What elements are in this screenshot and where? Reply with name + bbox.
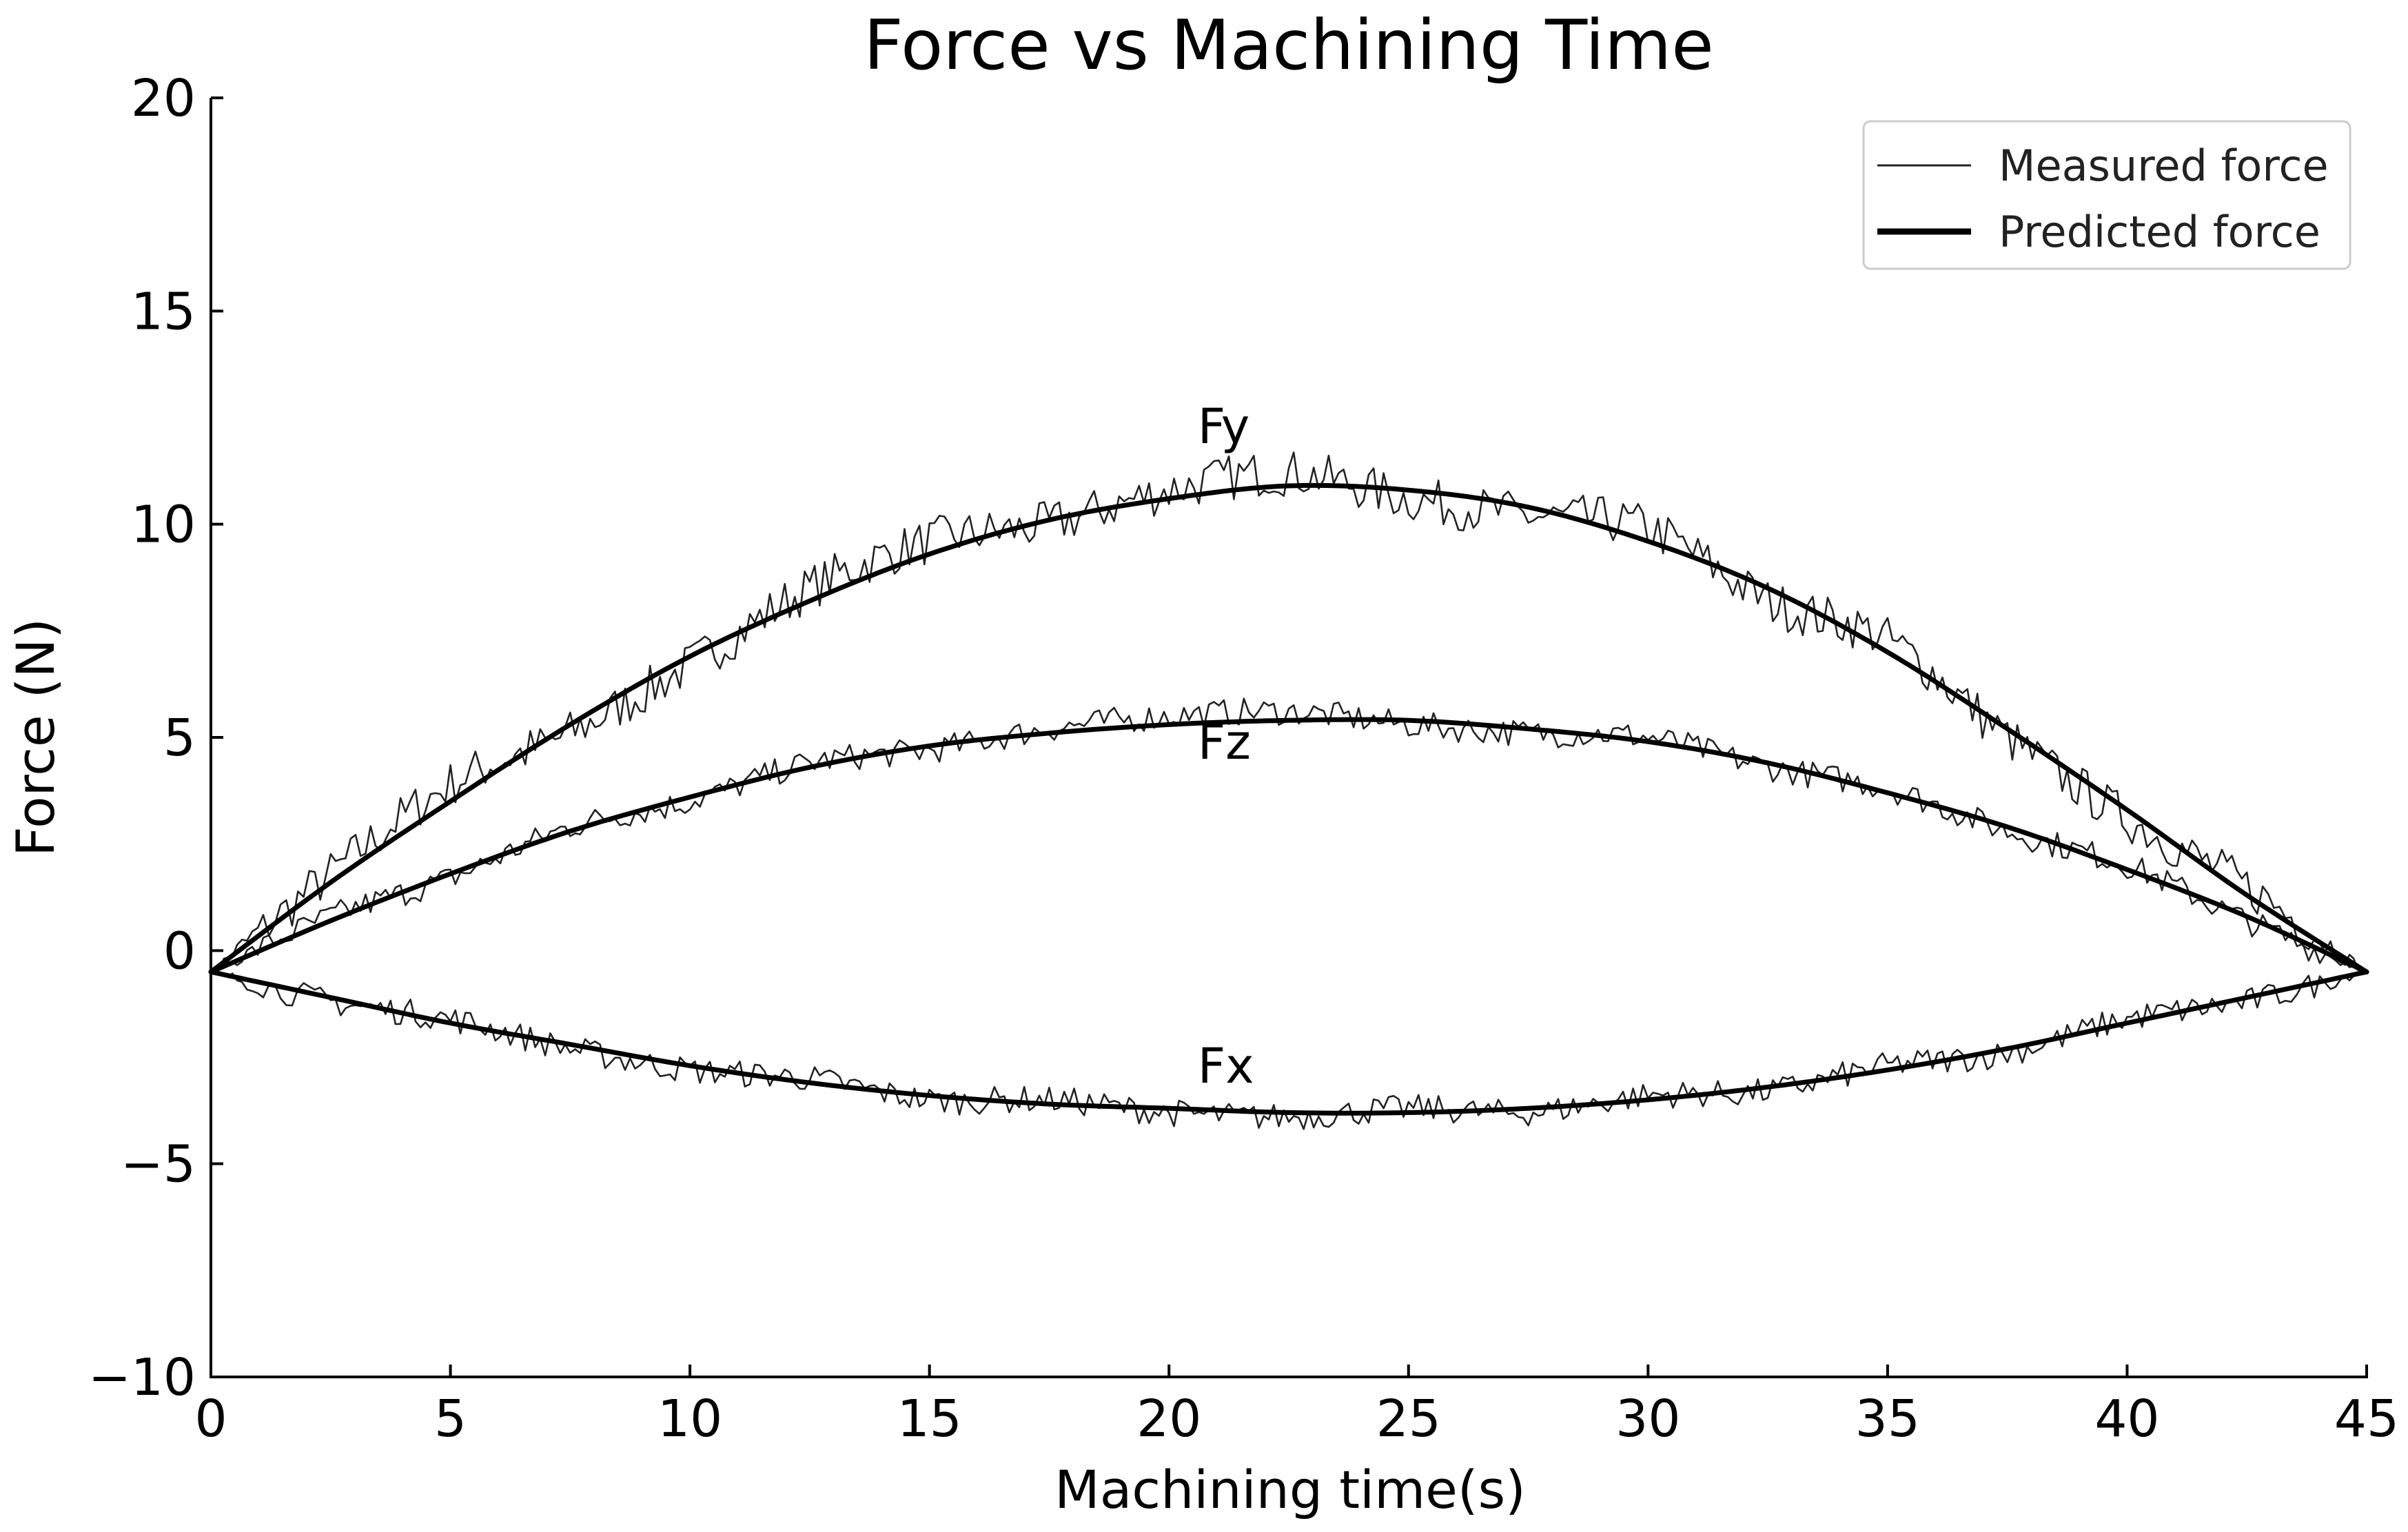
y-axis-label: Force (N) [5,618,66,857]
x-tick-label: 35 [1855,1389,1920,1449]
y-tick-label: 20 [131,69,196,128]
curve-labels: Fy Fz Fx [1198,398,1254,1094]
x-axis-label: Machining time(s) [1054,1459,1526,1520]
x-tick-label: 0 [194,1389,227,1449]
curve-label-fz: Fz [1198,714,1251,770]
y-tick-label: −5 [121,1135,196,1194]
legend-label-predicted: Predicted force [1999,207,2320,257]
y-tick-label: 15 [131,282,196,341]
y-tick-label: −10 [88,1348,196,1407]
x-tick-label: 45 [2334,1389,2399,1449]
x-tick-label: 30 [1615,1389,1680,1449]
legend: Measured force Predicted force [1862,120,2351,270]
y-tick-label: 0 [163,921,196,981]
x-tick-label: 25 [1376,1389,1441,1449]
measured-line-fz [210,697,2367,973]
predicted-line-fz [208,717,2369,974]
axes-group [210,98,2368,1378]
x-tick-label: 5 [434,1389,467,1449]
predicted-line-fx [208,969,2369,1116]
x-ticks: 0 5 10 15 20 25 30 35 40 45 [194,1365,2399,1449]
x-tick-label: 10 [657,1389,722,1449]
y-ticks: −10 −5 0 5 10 15 20 [88,69,223,1407]
measured-line-fy [210,451,2367,973]
curve-label-fx: Fx [1198,1038,1254,1094]
chart-title: Force vs Machining Time [864,5,1714,85]
x-tick-label: 20 [1136,1389,1201,1449]
predicted-line-fy [208,482,2369,974]
x-tick-label: 15 [897,1389,962,1449]
x-tick-label: 40 [2094,1389,2159,1449]
series-group [208,451,2369,1130]
y-tick-label: 5 [163,708,196,768]
curve-label-fy: Fy [1198,398,1249,455]
legend-box [1862,120,2351,270]
measured-line-fx [210,971,2367,1130]
y-tick-label: 10 [131,496,196,555]
legend-label-measured: Measured force [1999,141,2329,191]
